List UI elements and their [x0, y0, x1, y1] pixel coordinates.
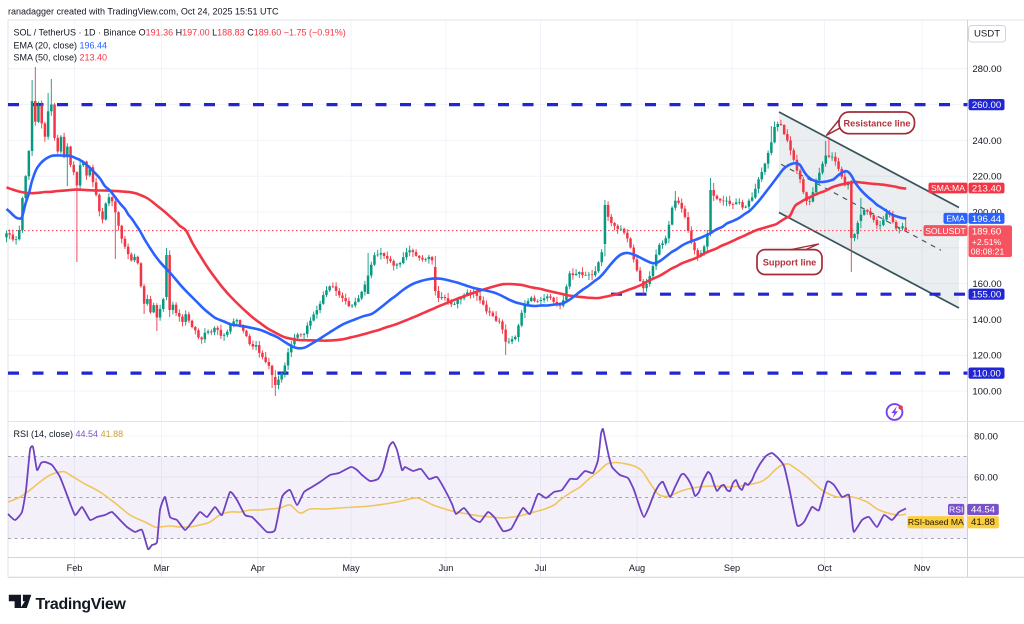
svg-text:155.00: 155.00 [972, 290, 1001, 301]
svg-text:SOLUSDT: SOLUSDT [925, 226, 966, 236]
svg-text:120.00: 120.00 [972, 351, 1001, 362]
svg-text:+2.51%: +2.51% [972, 237, 1002, 247]
svg-text:RSI-based MA: RSI-based MA [908, 517, 964, 527]
svg-text:RSI (14, close) 44.54 41.88: RSI (14, close) 44.54 41.88 [14, 429, 124, 439]
svg-text:196.44: 196.44 [972, 214, 1002, 225]
svg-text:213.40: 213.40 [972, 183, 1001, 194]
svg-text:140.00: 140.00 [972, 315, 1001, 326]
svg-text:220.00: 220.00 [972, 172, 1001, 183]
svg-text:110.00: 110.00 [972, 369, 1001, 380]
svg-text:Jul: Jul [535, 563, 547, 573]
svg-text:Oct: Oct [817, 563, 832, 573]
svg-text:160.00: 160.00 [972, 279, 1001, 290]
svg-text:80.00: 80.00 [974, 431, 998, 442]
svg-text:Feb: Feb [67, 563, 83, 573]
svg-text:Jun: Jun [439, 563, 454, 573]
svg-text:ranadagger created with Tradin: ranadagger created with TradingView.com,… [8, 7, 279, 17]
svg-text:USDT: USDT [974, 29, 1000, 40]
svg-text:RSI: RSI [949, 504, 963, 514]
svg-text:TradingView: TradingView [36, 596, 127, 613]
svg-text:SMA:MA: SMA:MA [931, 183, 965, 193]
svg-text:Apr: Apr [251, 563, 265, 573]
svg-text:Resistance line: Resistance line [844, 118, 911, 128]
svg-text:Support line: Support line [763, 258, 817, 268]
svg-text:SOL / TetherUS · 1D · Binance: SOL / TetherUS · 1D · Binance O191.36 H1… [14, 28, 346, 38]
svg-text:240.00: 240.00 [972, 136, 1001, 147]
svg-text:Mar: Mar [154, 563, 170, 573]
svg-text:280.00: 280.00 [972, 64, 1001, 75]
svg-text:60.00: 60.00 [974, 472, 998, 483]
svg-text:260.00: 260.00 [972, 100, 1001, 111]
svg-text:Aug: Aug [629, 563, 645, 573]
svg-text:EMA (20, close) 196.44: EMA (20, close) 196.44 [14, 40, 108, 50]
svg-text:08:08:21: 08:08:21 [971, 247, 1005, 257]
svg-text:Sep: Sep [724, 563, 740, 573]
svg-text:EMA: EMA [946, 214, 965, 224]
svg-text:Nov: Nov [914, 563, 931, 573]
svg-text:May: May [342, 563, 360, 573]
svg-text:44.54: 44.54 [971, 505, 996, 516]
svg-text:41.88: 41.88 [971, 517, 995, 528]
svg-text:189.60: 189.60 [972, 226, 1001, 237]
svg-text:100.00: 100.00 [972, 386, 1001, 397]
svg-text:SMA (50, close) 213.40: SMA (50, close) 213.40 [14, 52, 108, 62]
